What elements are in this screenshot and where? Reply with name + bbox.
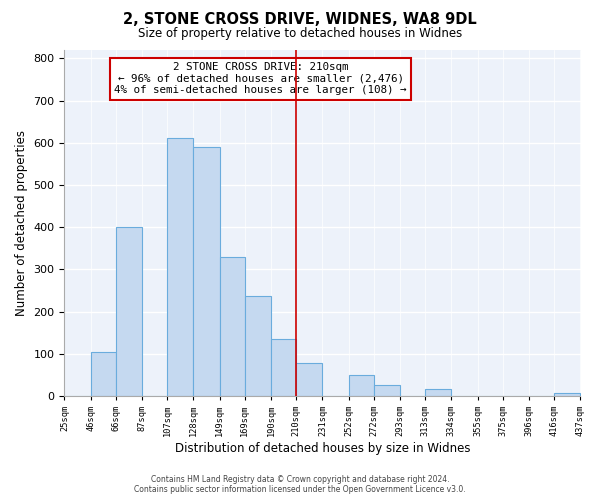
Bar: [116, 227, 142, 396]
Bar: [193, 147, 220, 396]
Text: Size of property relative to detached houses in Widnes: Size of property relative to detached ho…: [138, 28, 462, 40]
Bar: [425, 388, 451, 396]
Text: 2, STONE CROSS DRIVE, WIDNES, WA8 9DL: 2, STONE CROSS DRIVE, WIDNES, WA8 9DL: [123, 12, 477, 28]
Bar: [296, 363, 322, 396]
Y-axis label: Number of detached properties: Number of detached properties: [15, 130, 28, 316]
Text: 2 STONE CROSS DRIVE: 210sqm
← 96% of detached houses are smaller (2,476)
4% of s: 2 STONE CROSS DRIVE: 210sqm ← 96% of det…: [114, 62, 407, 96]
Bar: [271, 339, 296, 396]
Bar: [374, 384, 400, 396]
X-axis label: Distribution of detached houses by size in Widnes: Distribution of detached houses by size …: [175, 442, 470, 455]
Bar: [91, 352, 116, 396]
Bar: [167, 138, 193, 396]
Bar: [220, 256, 245, 396]
Bar: [245, 296, 271, 396]
Text: Contains HM Land Registry data © Crown copyright and database right 2024.
Contai: Contains HM Land Registry data © Crown c…: [134, 474, 466, 494]
Bar: [554, 392, 580, 396]
Bar: [349, 375, 374, 396]
